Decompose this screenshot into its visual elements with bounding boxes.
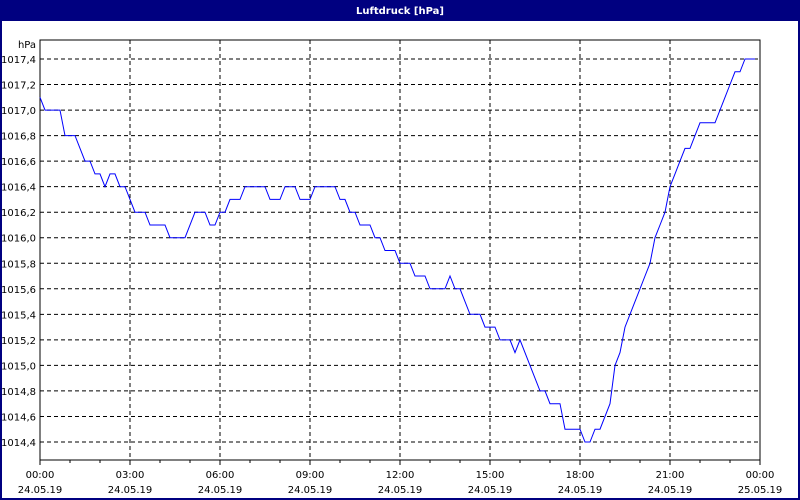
x-tick-date: 24.05.19 <box>378 485 423 496</box>
x-tick-time: 21:00 <box>656 470 685 481</box>
y-tick-label: 1016,2 <box>1 208 36 219</box>
x-tick-date: 24.05.19 <box>108 485 153 496</box>
y-tick-label: 1014,8 <box>1 387 36 398</box>
x-tick-date: 24.05.19 <box>198 485 243 496</box>
pressure-series-line <box>39 58 755 443</box>
y-tick-label: 1016,4 <box>1 183 36 194</box>
y-tick-label: 1015,0 <box>1 361 36 372</box>
y-tick-label: 1014,4 <box>1 438 36 449</box>
x-tick-date: 24.05.19 <box>468 485 513 496</box>
x-tick-time: 12:00 <box>386 470 415 481</box>
y-tick-label: 1017,0 <box>1 106 36 117</box>
x-tick-date: 24.05.19 <box>558 485 603 496</box>
x-tick-time: 09:00 <box>296 470 325 481</box>
x-tick-date: 24.05.19 <box>288 485 333 496</box>
x-tick-date: 25.05.19 <box>738 485 783 496</box>
y-tick-label: 1015,6 <box>1 285 36 296</box>
y-tick-label: 1016,6 <box>1 157 36 168</box>
y-tick-label: 1016,0 <box>1 234 36 245</box>
y-tick-label: 1014,6 <box>1 412 36 423</box>
y-tick-label: 1016,8 <box>1 132 36 143</box>
x-tick-time: 15:00 <box>476 470 505 481</box>
y-tick-label: 1015,4 <box>1 310 36 321</box>
x-tick-time: 03:00 <box>116 470 145 481</box>
y-tick-label: 1017,4 <box>1 55 36 66</box>
x-tick-date: 24.05.19 <box>18 485 63 496</box>
y-tick-label: 1017,2 <box>1 81 36 92</box>
plot-frame <box>39 39 761 461</box>
y-axis-unit: hPa <box>18 40 36 51</box>
y-tick-label: 1015,2 <box>1 336 36 347</box>
window-title: Luftdruck [hPa] <box>2 2 798 21</box>
x-tick-time: 00:00 <box>746 470 775 481</box>
x-tick-time: 00:00 <box>26 470 55 481</box>
x-tick-time: 18:00 <box>566 470 595 481</box>
x-tick-time: 06:00 <box>206 470 235 481</box>
x-tick-date: 24.05.19 <box>648 485 693 496</box>
y-tick-label: 1015,8 <box>1 259 36 270</box>
